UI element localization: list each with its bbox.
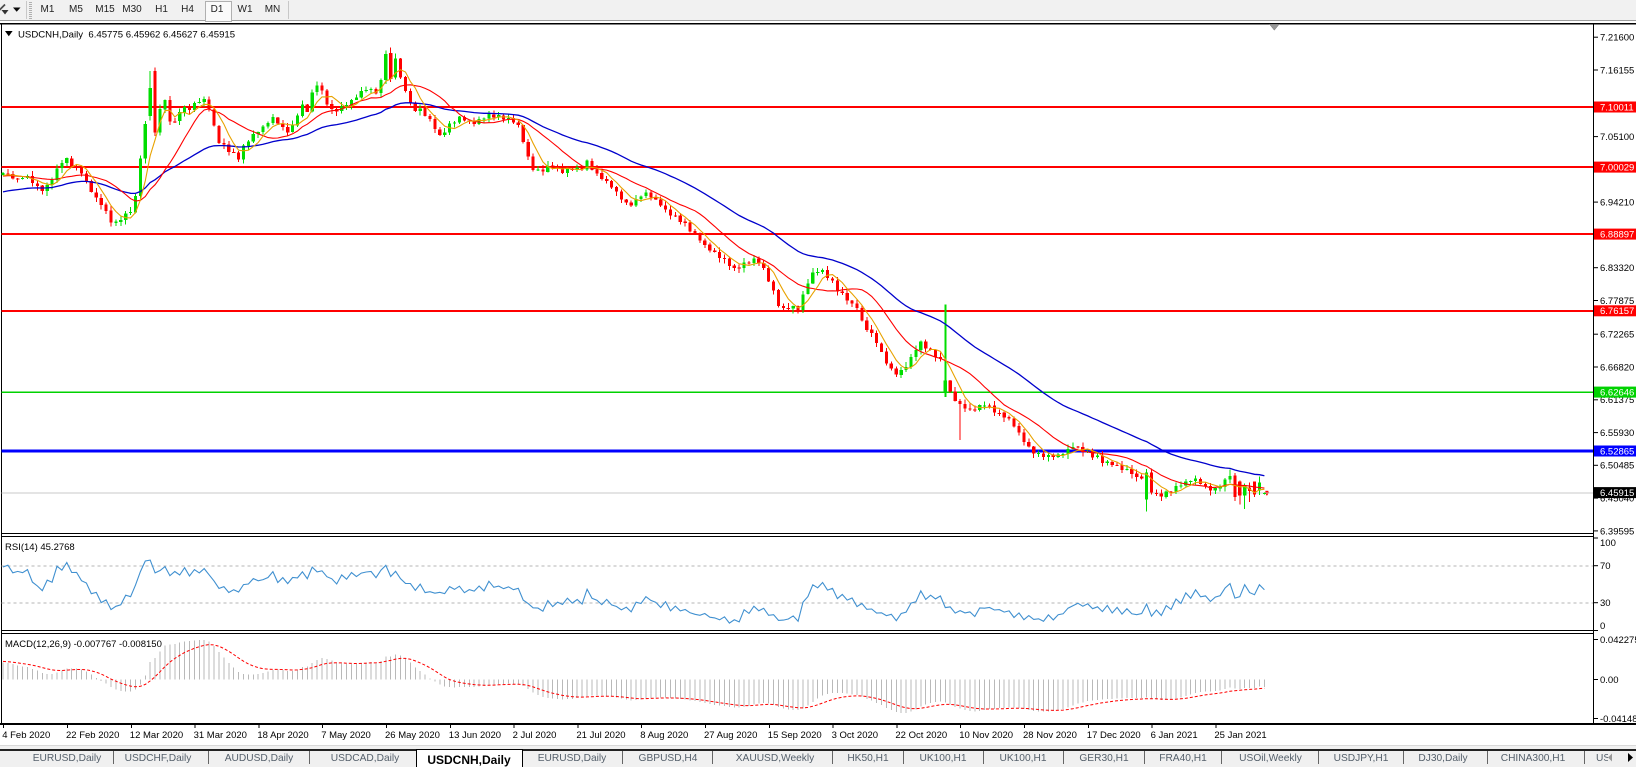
svg-text:25 Jan 2021: 25 Jan 2021: [1214, 730, 1266, 741]
svg-text:4 Feb 2020: 4 Feb 2020: [2, 730, 50, 741]
svg-text:0.042275: 0.042275: [1600, 635, 1636, 646]
svg-text:21 Jul 2020: 21 Jul 2020: [576, 730, 625, 741]
svg-text:22 Oct 2020: 22 Oct 2020: [895, 730, 947, 741]
svg-text:7.16155: 7.16155: [1600, 65, 1634, 76]
svg-text:100: 100: [1600, 538, 1616, 549]
svg-text:USDCNH,Daily 6.45775 6.45962: USDCNH,Daily 6.45775 6.45962 6.45627 6.4…: [18, 30, 235, 41]
svg-text:6.62646: 6.62646: [1600, 388, 1634, 399]
svg-text:31 Mar 2020: 31 Mar 2020: [194, 730, 247, 741]
svg-text:6.72265: 6.72265: [1600, 330, 1634, 341]
svg-text:6.94210: 6.94210: [1600, 198, 1634, 209]
svg-text:6.39595: 6.39595: [1600, 526, 1634, 537]
svg-text:30: 30: [1600, 598, 1611, 609]
svg-text:6.76157: 6.76157: [1600, 306, 1634, 317]
svg-text:6.61375: 6.61375: [1600, 395, 1634, 406]
svg-text:6.66820: 6.66820: [1600, 362, 1634, 373]
svg-text:26 May 2020: 26 May 2020: [385, 730, 440, 741]
svg-text:RSI(14) 45.2768: RSI(14) 45.2768: [5, 542, 75, 553]
svg-text:27 Aug 2020: 27 Aug 2020: [704, 730, 757, 741]
svg-text:7.21600: 7.21600: [1600, 33, 1634, 44]
svg-text:6 Jan 2021: 6 Jan 2021: [1151, 730, 1198, 741]
svg-text:6.83320: 6.83320: [1600, 263, 1634, 274]
svg-text:0: 0: [1600, 621, 1605, 632]
svg-text:8 Aug 2020: 8 Aug 2020: [640, 730, 688, 741]
svg-text:6.88897: 6.88897: [1600, 230, 1634, 241]
svg-text:7 May 2020: 7 May 2020: [321, 730, 371, 741]
svg-text:MACD(12,26,9) -0.007767 -0.008: MACD(12,26,9) -0.007767 -0.008150: [5, 639, 162, 650]
svg-text:0.00: 0.00: [1600, 675, 1619, 686]
svg-text:17 Dec 2020: 17 Dec 2020: [1087, 730, 1141, 741]
svg-text:28 Nov 2020: 28 Nov 2020: [1023, 730, 1077, 741]
svg-text:6.55930: 6.55930: [1600, 428, 1634, 439]
svg-text:6.45040: 6.45040: [1600, 494, 1634, 505]
svg-text:13 Jun 2020: 13 Jun 2020: [449, 730, 501, 741]
svg-text:6.52865: 6.52865: [1600, 446, 1634, 457]
svg-text:7.10011: 7.10011: [1600, 102, 1634, 113]
svg-text:12 Mar 2020: 12 Mar 2020: [130, 730, 183, 741]
svg-text:10 Nov 2020: 10 Nov 2020: [959, 730, 1013, 741]
svg-text:18 Apr 2020: 18 Apr 2020: [257, 730, 308, 741]
svg-text:7.05100: 7.05100: [1600, 132, 1634, 143]
svg-text:2 Jul 2020: 2 Jul 2020: [513, 730, 557, 741]
svg-text:15 Sep 2020: 15 Sep 2020: [768, 730, 822, 741]
svg-text:7.00029: 7.00029: [1600, 163, 1634, 174]
svg-text:70: 70: [1600, 561, 1611, 572]
svg-text:22 Feb 2020: 22 Feb 2020: [66, 730, 119, 741]
svg-text:6.77875: 6.77875: [1600, 296, 1634, 307]
svg-text:3 Oct 2020: 3 Oct 2020: [832, 730, 878, 741]
svg-text:6.45915: 6.45915: [1600, 488, 1634, 499]
svg-text:-0.04148: -0.04148: [1600, 714, 1636, 725]
svg-text:6.50485: 6.50485: [1600, 461, 1634, 472]
